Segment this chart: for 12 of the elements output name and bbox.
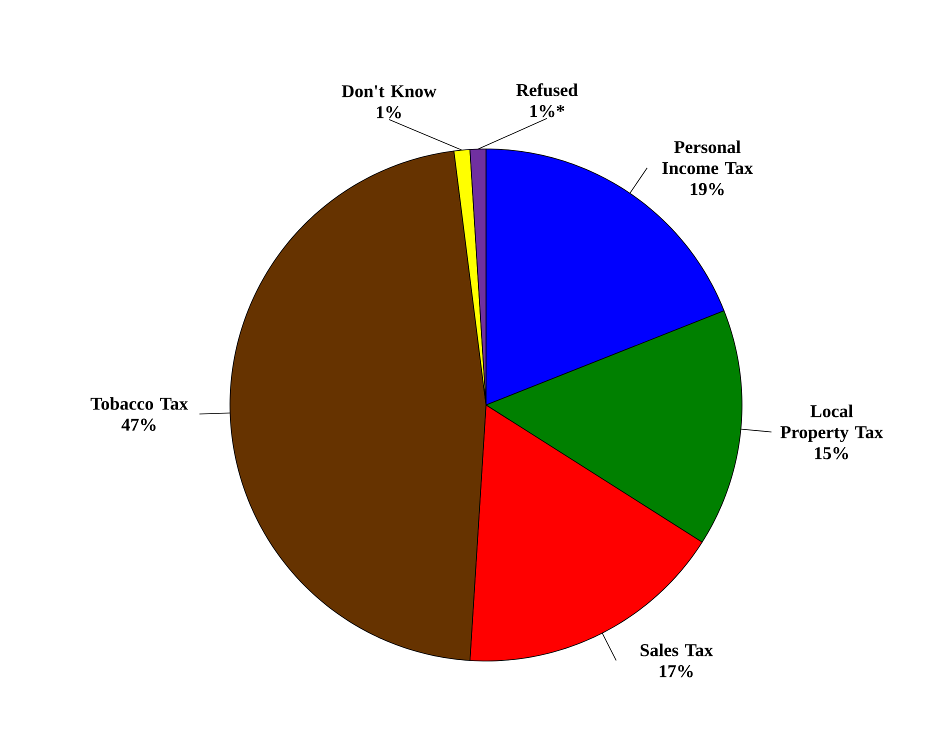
data-label: 47% — [121, 418, 156, 431]
data-label: 1% — [376, 106, 401, 118]
legend-label: Sales Tax — [640, 644, 713, 656]
data-label: 19% — [690, 183, 724, 196]
slice-label: Personal Income Tax — [662, 140, 753, 174]
data-label: 17% — [660, 665, 693, 678]
slice-label: Tobacco Tax — [90, 397, 188, 410]
data-label: 1%* — [530, 105, 564, 118]
slice-label: Local Property Tax — [780, 404, 884, 442]
data-label: 15% — [815, 447, 848, 460]
slice-label: Don't Know — [342, 85, 436, 98]
slice-label: Refused — [516, 83, 578, 96]
